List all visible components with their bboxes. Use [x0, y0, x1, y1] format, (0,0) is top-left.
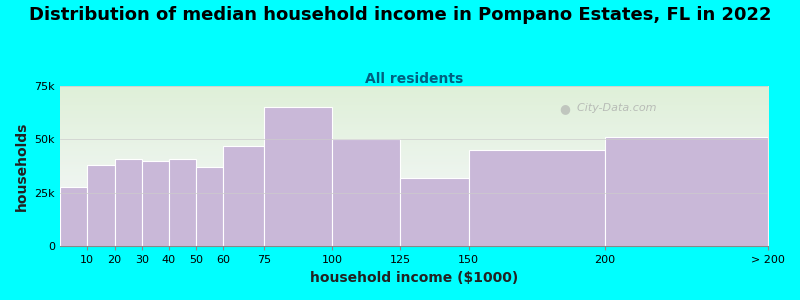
- Bar: [332, 140, 401, 246]
- Text: Distribution of median household income in Pompano Estates, FL in 2022: Distribution of median household income …: [29, 6, 771, 24]
- Bar: [87, 165, 114, 246]
- Bar: [223, 146, 264, 246]
- Text: City-Data.com: City-Data.com: [570, 103, 656, 113]
- Bar: [469, 150, 605, 246]
- Bar: [114, 159, 142, 246]
- Y-axis label: households: households: [15, 122, 29, 211]
- Bar: [60, 187, 87, 246]
- Text: ●: ●: [559, 102, 570, 115]
- Bar: [169, 159, 196, 246]
- Bar: [196, 167, 223, 246]
- Title: All residents: All residents: [365, 72, 463, 86]
- Bar: [264, 107, 332, 246]
- Bar: [401, 178, 469, 246]
- X-axis label: household income ($1000): household income ($1000): [310, 271, 518, 285]
- Bar: [142, 161, 169, 246]
- Bar: [605, 137, 768, 246]
